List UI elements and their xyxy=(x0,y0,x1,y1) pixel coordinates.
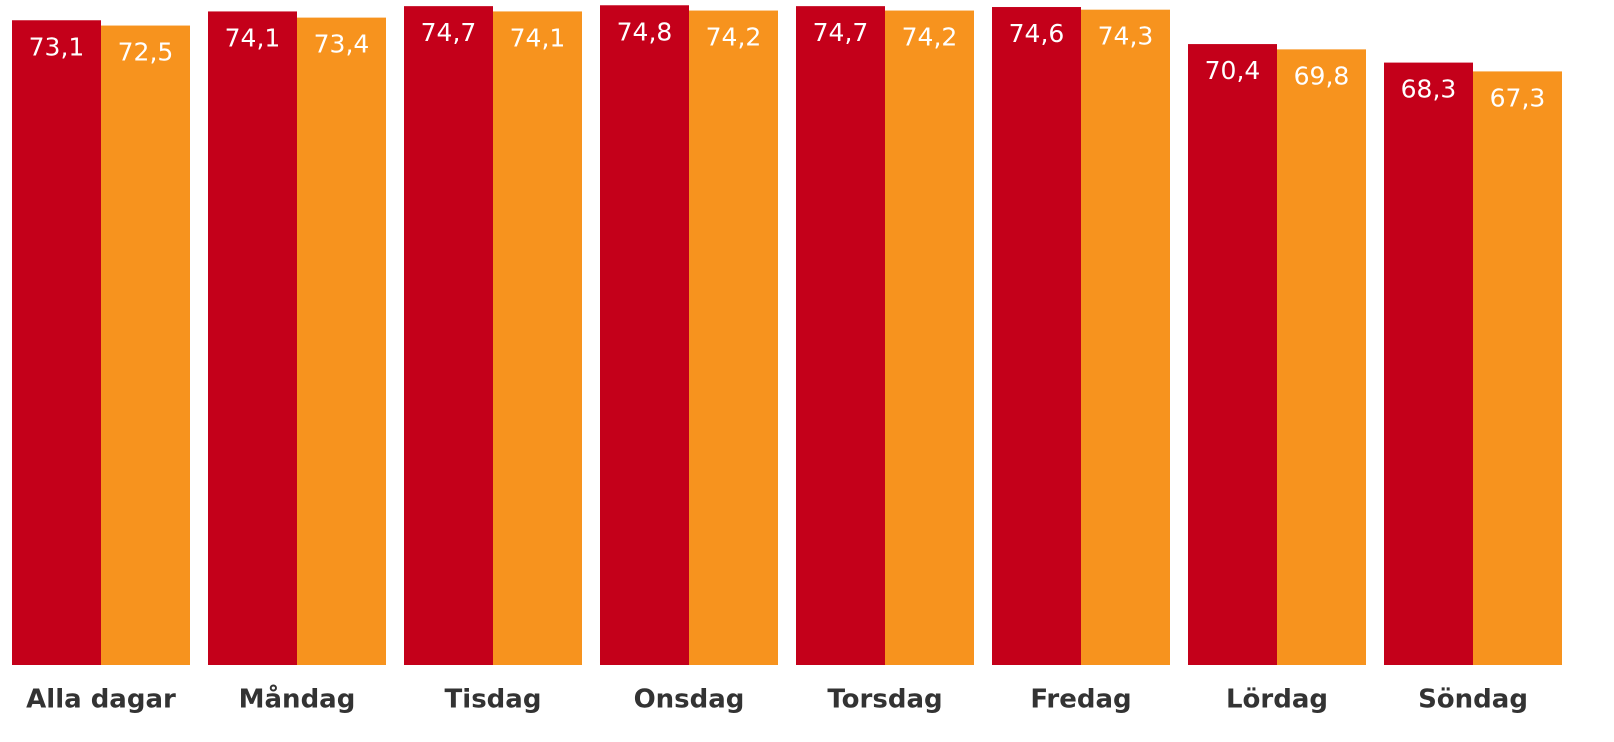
x-tick-label: Alla dagar xyxy=(26,685,176,715)
value-label: 74,1 xyxy=(225,23,281,52)
bar xyxy=(1473,71,1562,665)
bar xyxy=(1188,44,1277,665)
value-label: 74,3 xyxy=(1098,22,1154,51)
bar xyxy=(796,6,885,666)
x-tick-label: Lördag xyxy=(1226,685,1328,715)
bar xyxy=(12,20,101,666)
x-tick-label: Måndag xyxy=(239,683,356,715)
bar xyxy=(885,10,974,665)
bar xyxy=(493,11,582,666)
value-label: 74,6 xyxy=(1009,19,1065,48)
bar xyxy=(297,17,386,665)
bar xyxy=(208,11,297,666)
value-label: 74,8 xyxy=(617,17,673,46)
value-label: 74,2 xyxy=(706,23,762,52)
value-label: 74,2 xyxy=(902,23,958,52)
value-label: 69,8 xyxy=(1294,61,1350,90)
value-label: 74,7 xyxy=(421,18,477,47)
bar xyxy=(404,6,493,666)
value-label: 73,1 xyxy=(29,32,85,61)
bar xyxy=(1384,62,1473,666)
bar xyxy=(992,7,1081,665)
bar xyxy=(1277,49,1366,665)
x-tick-label: Fredag xyxy=(1030,685,1131,715)
bar xyxy=(689,10,778,665)
x-tick-label: Tisdag xyxy=(445,685,542,715)
value-label: 70,4 xyxy=(1205,56,1261,85)
bar xyxy=(101,25,190,666)
x-tick-label: Söndag xyxy=(1418,685,1528,715)
x-tick-label: Onsdag xyxy=(634,685,745,715)
value-label: 73,4 xyxy=(314,30,370,59)
x-tick-label: Torsdag xyxy=(827,685,942,715)
bar xyxy=(1081,9,1170,665)
value-label: 67,3 xyxy=(1490,83,1546,112)
value-label: 74,7 xyxy=(813,18,869,47)
value-label: 68,3 xyxy=(1401,75,1457,104)
value-label: 74,1 xyxy=(510,23,566,52)
bar xyxy=(600,5,689,666)
value-label: 72,5 xyxy=(118,38,174,67)
